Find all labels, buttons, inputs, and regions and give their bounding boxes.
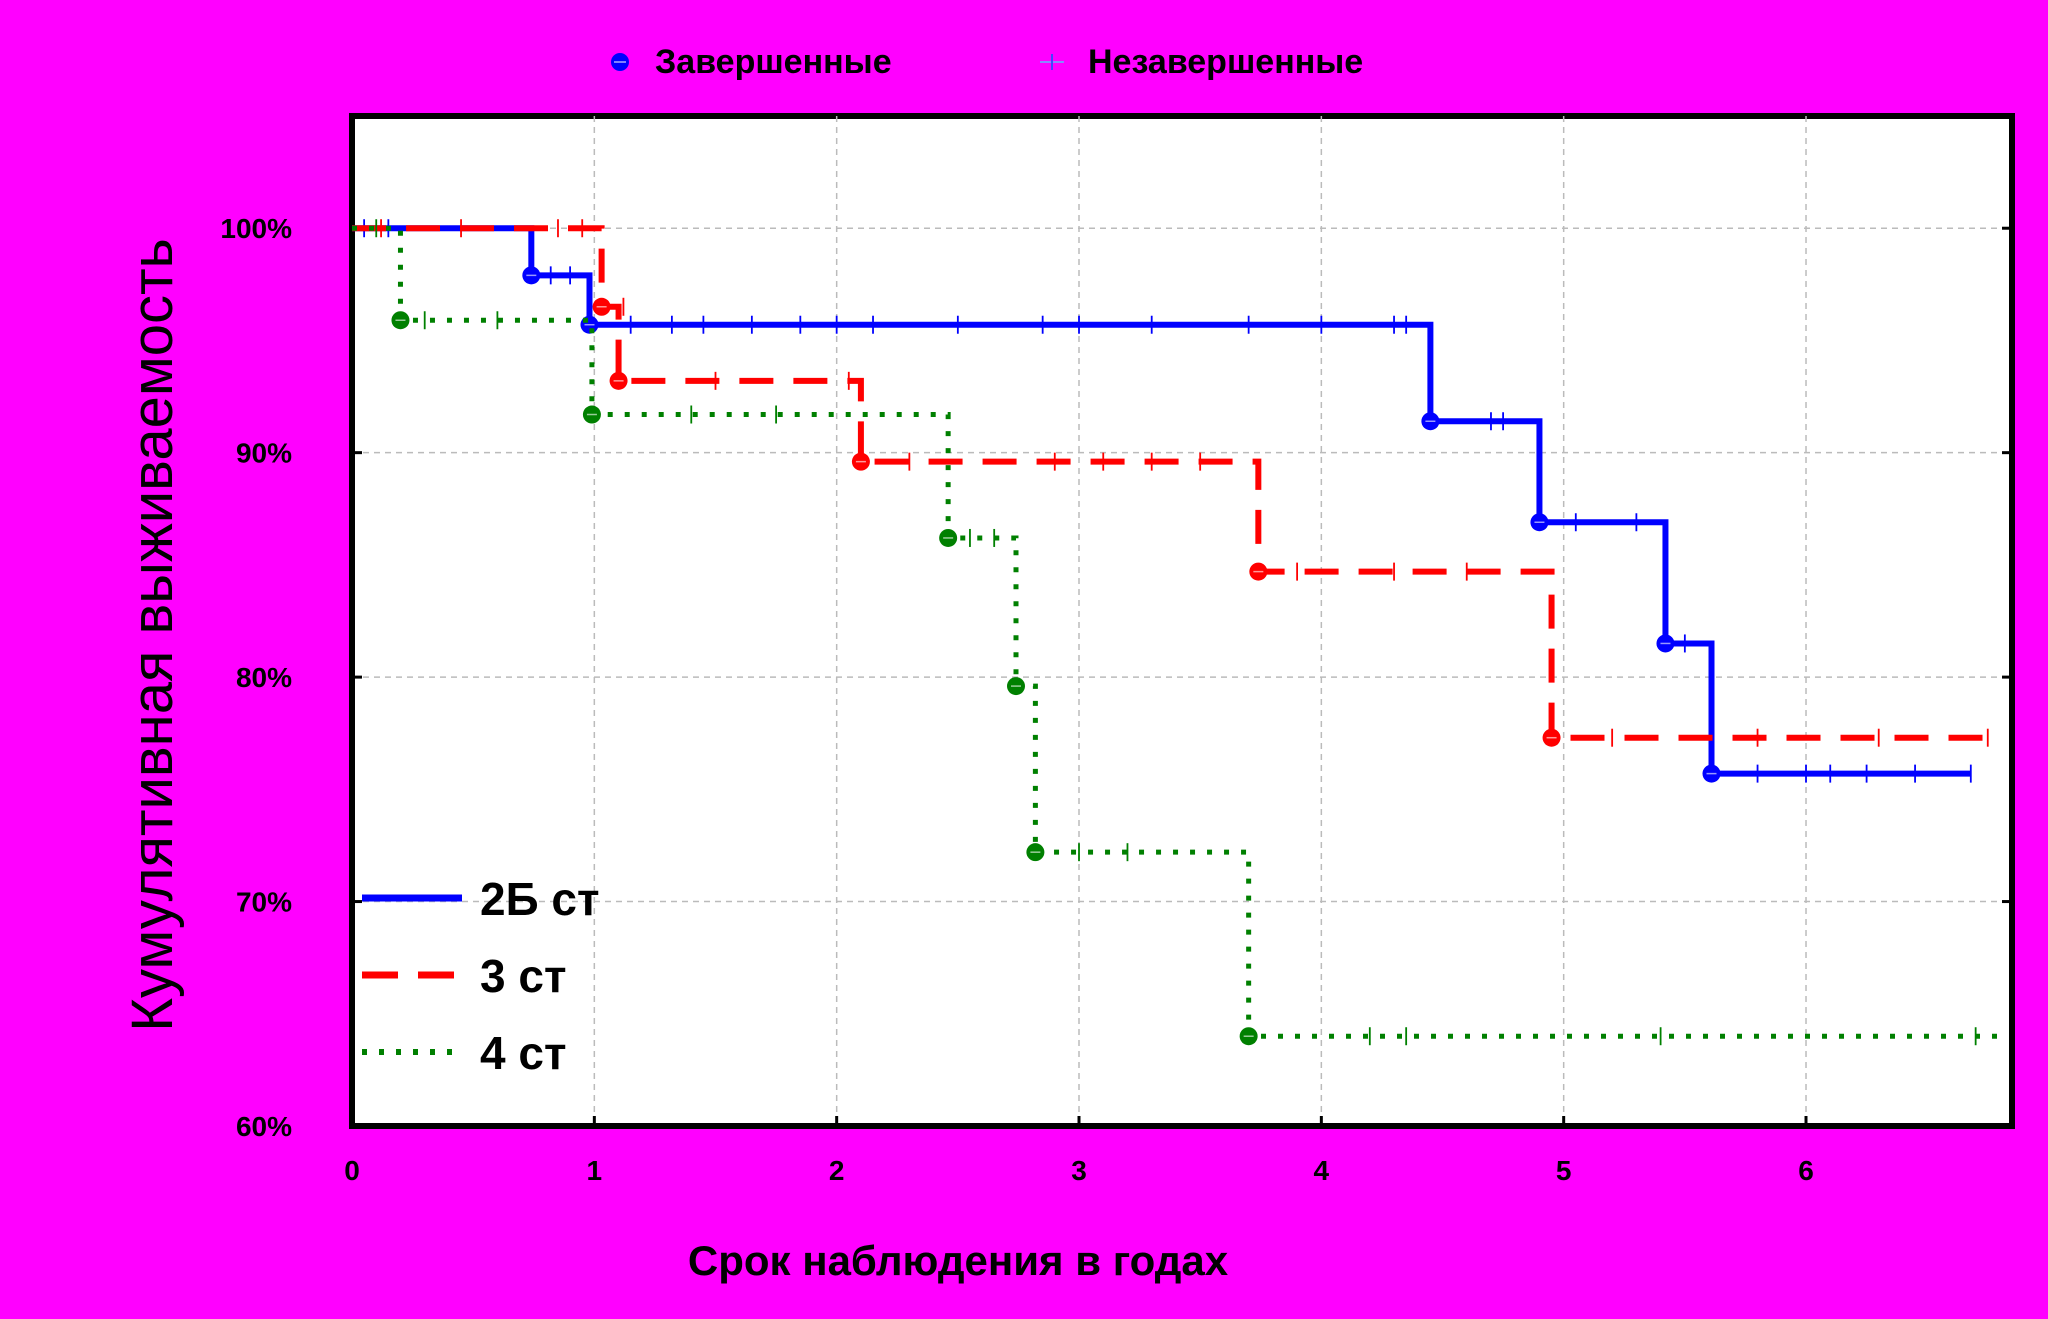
grid-lines	[352, 116, 2012, 1126]
series-layer	[352, 219, 2000, 1046]
axis-ticks: 0 1 2 3 4 5 6 60% 70% 80% 90% 100%	[220, 213, 2012, 1186]
x-tick-label: 6	[1798, 1155, 1814, 1186]
series-2	[352, 219, 1996, 747]
marker-legend: Завершенные Незавершенные	[611, 43, 1363, 81]
x-tick-label: 5	[1556, 1155, 1572, 1186]
x-tick-label: 1	[587, 1155, 603, 1186]
series-line	[352, 225, 2000, 1039]
series-3	[352, 219, 2000, 1046]
plot-area	[349, 113, 2015, 1129]
censored-marker-icon	[1040, 54, 1064, 70]
y-tick-label: 60%	[236, 1111, 292, 1142]
legend-4-label: 4 ст	[480, 1027, 566, 1079]
x-tick-label: 0	[344, 1155, 360, 1186]
y-tick-label: 70%	[236, 887, 292, 918]
legend-censored-label: Незавершенные	[1088, 43, 1363, 81]
y-axis-title: Кумулятивная выживаемость	[120, 238, 185, 1032]
legend-complete-label: Завершенные	[655, 43, 892, 81]
x-axis-title: Срок наблюдения в годах	[688, 1237, 1229, 1284]
y-tick-label: 90%	[236, 438, 292, 469]
y-tick-label: 100%	[220, 213, 292, 244]
series-line	[352, 225, 1971, 777]
y-tick-label: 80%	[236, 662, 292, 693]
legend-3-label: 3 ст	[480, 950, 566, 1002]
x-tick-label: 2	[829, 1155, 845, 1186]
x-tick-label: 4	[1314, 1155, 1330, 1186]
legend-2b-label: 2Б ст	[480, 873, 600, 925]
x-tick-label: 3	[1071, 1155, 1087, 1186]
series-legend: 2Б ст 3 ст 4 ст	[362, 873, 600, 1079]
series-line	[352, 225, 1996, 741]
